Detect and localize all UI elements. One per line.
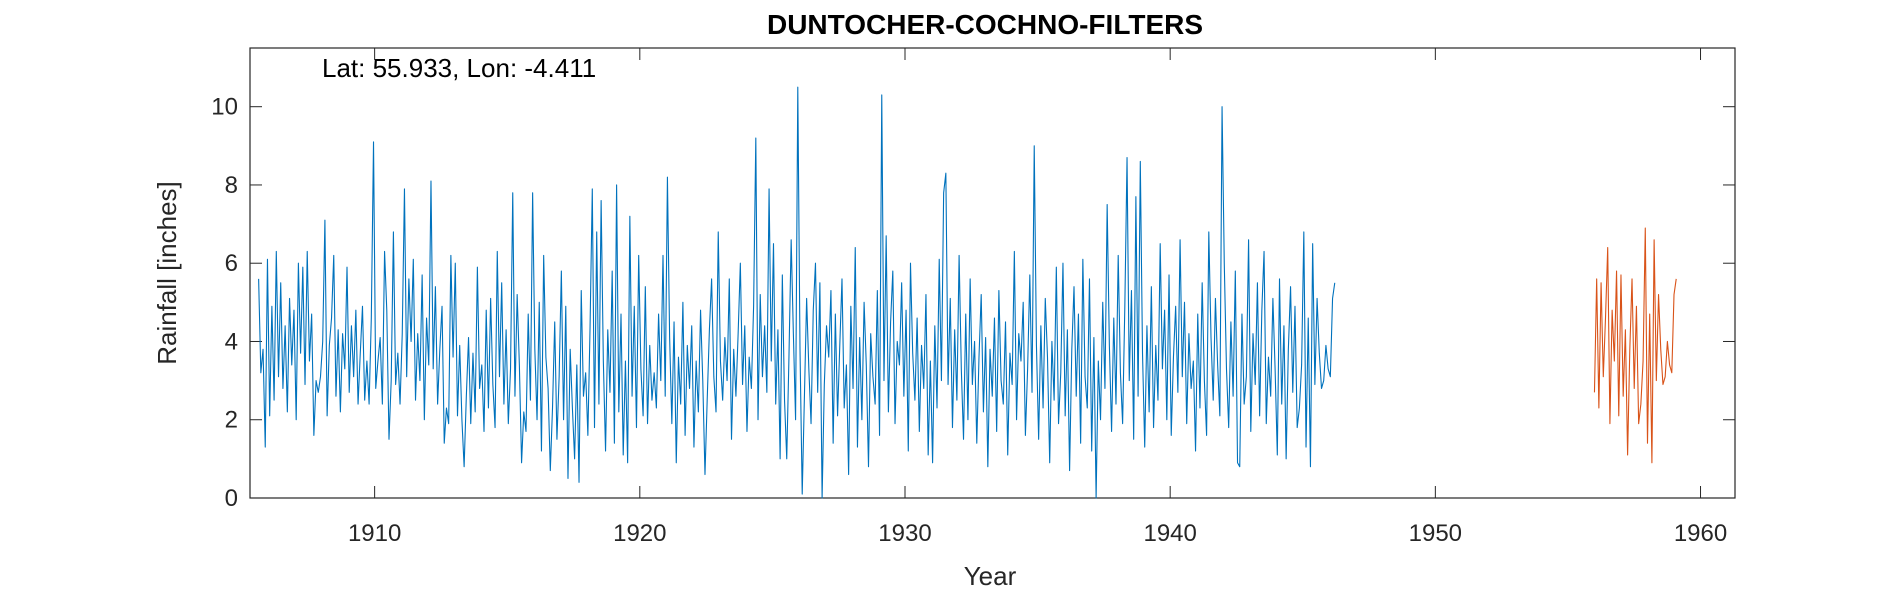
x-tick-label: 1910 [348,520,401,547]
secondary-series-line [1593,227,1677,464]
y-axis: 0 2 4 6 8 10 [211,94,1735,512]
x-axis-label: Year [964,561,1017,591]
rainfall-series-line [258,86,1336,499]
x-tick-label: 1940 [1143,520,1196,547]
chart-title: DUNTOCHER-COCHNO-FILTERS [767,9,1203,40]
x-tick-label: 1920 [613,520,666,547]
x-axis: 1910 1920 1930 1940 1950 1960 [348,48,1727,547]
series-layer [258,86,1677,499]
plot-area [249,47,1736,499]
y-tick-label: 10 [211,94,238,121]
y-axis-label: Rainfall [inches] [152,181,182,365]
y-tick-label: 2 [225,407,238,434]
y-tick-label: 4 [225,328,238,355]
y-tick-label: 6 [225,250,238,277]
y-tick-label: 0 [225,485,238,512]
location-annotation: Lat: 55.933, Lon: -4.411 [322,53,596,83]
x-tick-label: 1950 [1409,520,1462,547]
y-tick-label: 8 [225,172,238,199]
x-tick-label: 1960 [1674,520,1727,547]
x-tick-label: 1930 [878,520,931,547]
